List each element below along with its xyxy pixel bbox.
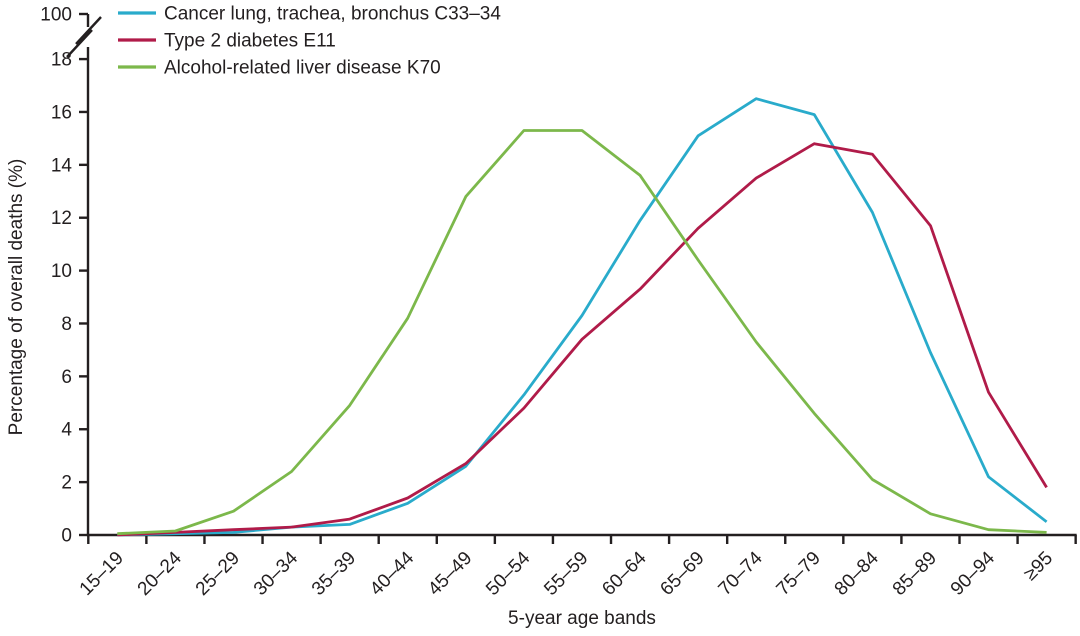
x-axis-title: 5-year age bands bbox=[508, 608, 656, 629]
x-tick-label: 15–19 bbox=[76, 548, 128, 600]
y-tick-label: 4 bbox=[61, 420, 72, 441]
tick-labels: 0 2 4 6 8 10 12 14 16 18 100 15–19 20–24 25–29 30–34 35… bbox=[40, 5, 1057, 600]
y-tick-label: 6 bbox=[61, 367, 72, 388]
x-tick-label: 35–39 bbox=[308, 548, 360, 600]
y-tick-label: 0 bbox=[61, 526, 72, 547]
x-tick-label: 75–79 bbox=[773, 548, 825, 600]
y-tick-label: 16 bbox=[51, 102, 72, 123]
legend-label-diabetes: Type 2 diabetes E11 bbox=[164, 31, 336, 52]
y-tick-label: 10 bbox=[51, 261, 72, 282]
series-line-cancer-lung bbox=[117, 97, 1048, 537]
y-tick-label: 2 bbox=[61, 473, 72, 494]
x-tick-label: ≥95 bbox=[1020, 548, 1057, 585]
y-axis-title: Percentage of overall deaths (%) bbox=[6, 159, 27, 436]
x-tick-label: 25–29 bbox=[192, 548, 244, 600]
x-tick-label: 30–34 bbox=[250, 547, 303, 600]
x-tick-label: 40–44 bbox=[366, 547, 419, 600]
x-tick-label: 85–89 bbox=[889, 548, 941, 600]
series-line-alcohol-liver-disease bbox=[117, 129, 1047, 536]
y-tick-label: 8 bbox=[61, 314, 72, 335]
axes bbox=[66, 12, 1077, 544]
legend-label-alcohol: Alcohol-related liver disease K70 bbox=[164, 58, 441, 79]
series-line-type2-diabetes bbox=[117, 142, 1048, 537]
x-tick-label: 55–59 bbox=[540, 548, 592, 600]
y-tick-label: 14 bbox=[51, 155, 73, 176]
x-tick-label: 50–54 bbox=[482, 547, 535, 600]
x-tick-label: 70–74 bbox=[715, 547, 768, 600]
x-tick-label: 60–64 bbox=[598, 547, 651, 600]
legend-label-cancer: Cancer lung, trachea, bronchus C33–34 bbox=[164, 4, 501, 25]
y-tick-label: 18 bbox=[51, 50, 72, 71]
legend: Cancer lung, trachea, bronchus C33–34 Ty… bbox=[118, 4, 501, 79]
x-tick-label: 45–49 bbox=[424, 548, 476, 600]
y-tick-label-break: 100 bbox=[40, 5, 72, 26]
x-tick-label: 80–84 bbox=[831, 547, 884, 600]
x-tick-label: 20–24 bbox=[134, 547, 187, 600]
x-tick-label: 90–94 bbox=[947, 547, 1000, 600]
x-tick-label: 65–69 bbox=[656, 548, 708, 600]
y-tick-label: 12 bbox=[51, 208, 72, 229]
